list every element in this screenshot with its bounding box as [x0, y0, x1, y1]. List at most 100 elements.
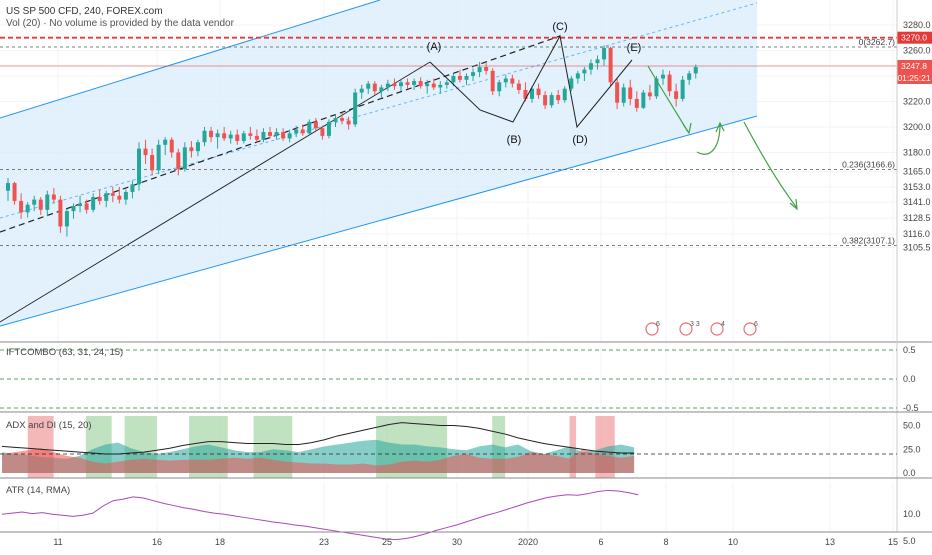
- candle-body: [6, 183, 10, 191]
- candle-body: [58, 199, 63, 227]
- candle-body: [353, 92, 358, 125]
- candle-body: [137, 148, 141, 185]
- time-axis: 11 16 18 23 25 30 2020 6 8 10 13 15: [53, 537, 898, 547]
- candle-body: [503, 78, 508, 83]
- x-tick-label: 6: [598, 537, 603, 547]
- dashed-trend-line: [0, 35, 561, 233]
- candle-body: [195, 142, 200, 152]
- x-tick-label: 10: [728, 537, 738, 547]
- elliott-wave-path: [429, 34, 633, 129]
- candle-body: [569, 78, 574, 89]
- y-tick-label: 3180.0: [903, 147, 931, 157]
- price-pane: 3280.03260.03240.03220.03200.03180.03165…: [0, 0, 932, 532]
- trend-channel-fill: [0, 0, 757, 326]
- candle-body: [150, 154, 155, 171]
- y-tick-label: 3153.0: [903, 182, 931, 192]
- ift-tick-label: 0.0: [903, 374, 916, 384]
- candle-body: [25, 204, 30, 213]
- candle-body: [333, 118, 338, 122]
- event-badge: [743, 322, 757, 336]
- projection-arrowhead: [682, 122, 692, 135]
- candle-body: [104, 193, 109, 201]
- candle-body: [602, 47, 607, 60]
- candle-body: [117, 195, 122, 200]
- candle-body: [575, 73, 580, 79]
- candle-body: [346, 120, 351, 125]
- candle-body: [71, 205, 76, 212]
- candle-body: [241, 133, 246, 141]
- candle-body: [340, 118, 345, 121]
- candle-body: [621, 87, 626, 103]
- wave-label: (A): [427, 41, 442, 53]
- symbol-title: US SP 500 CFD, 240, FOREX.com: [6, 6, 163, 17]
- candle-body: [91, 197, 96, 210]
- last-price-badge: [897, 60, 932, 84]
- candle-body: [497, 82, 502, 92]
- candle-body: [379, 87, 384, 92]
- solid-trend-line: [0, 61, 431, 323]
- y-tick-label: 3128.5: [903, 213, 931, 223]
- y-tick-label: 3116.0: [903, 229, 930, 239]
- fib-level-label: 0.382(3107.1): [842, 235, 895, 245]
- adx-pane: 50.0 25.0 0.0 ADX and DI (15, 20): [0, 416, 932, 479]
- candle-body: [484, 67, 489, 71]
- resistance-badge: [897, 31, 932, 44]
- y-tick-label: 3220.0: [903, 96, 931, 106]
- candle-body: [156, 144, 161, 171]
- candle-body: [268, 132, 272, 136]
- candle-body: [163, 139, 168, 145]
- event-badge: [710, 322, 724, 336]
- candle-body: [215, 133, 220, 138]
- atr-tick-label: 5.0: [903, 536, 916, 546]
- candle-body: [536, 88, 541, 96]
- candle-body: [222, 133, 227, 139]
- candle-body: [261, 132, 266, 140]
- x-tick-label: 13: [825, 537, 835, 547]
- candle-body: [490, 70, 495, 92]
- fib-level-label: 0(3262.7): [859, 37, 896, 47]
- x-tick-label: 25: [382, 537, 392, 547]
- candle-body: [471, 72, 476, 76]
- atr-title: ATR (14, RMA): [6, 485, 70, 496]
- candle-body: [418, 81, 423, 87]
- event-badge: [645, 322, 659, 336]
- last-price-label: 3247.8: [901, 61, 927, 71]
- candle-body: [647, 92, 652, 97]
- candle-body: [64, 211, 69, 227]
- candle-body: [562, 88, 567, 101]
- candle-body: [294, 129, 299, 134]
- candle-body: [516, 83, 521, 90]
- candle-body: [32, 199, 37, 205]
- candle-body: [143, 148, 148, 155]
- candle-body: [392, 83, 397, 87]
- x-tick-label: 23: [319, 537, 329, 547]
- y-tick-label: 3105.5: [903, 242, 931, 252]
- candle-body: [457, 75, 462, 80]
- fib-level-label: 0.236(3166.6): [842, 160, 895, 170]
- x-tick-label: 30: [452, 537, 462, 547]
- candle-body: [182, 147, 187, 170]
- atr-line: [1, 489, 639, 541]
- candle-body: [510, 78, 515, 84]
- candle-body: [451, 75, 456, 83]
- projection-arrow: [696, 123, 721, 155]
- candle-body: [687, 73, 692, 80]
- candle-body: [543, 95, 548, 106]
- candle-body: [595, 59, 600, 64]
- candle-body: [130, 184, 135, 192]
- candle-body: [38, 199, 43, 210]
- candle-body: [608, 47, 613, 83]
- candle-body: [634, 98, 639, 108]
- atr-pane: 10.0 5.0 ATR (14, RMA): [0, 482, 932, 546]
- candle-body: [444, 82, 449, 85]
- x-tick-label: 2020: [518, 537, 538, 547]
- candle-body: [372, 83, 377, 92]
- candle-body: [477, 67, 482, 73]
- event-badge-count: 3 3: [690, 321, 700, 328]
- y-tick-label: 3200.0: [903, 122, 931, 132]
- adx-tick-label: 0.0: [903, 468, 916, 478]
- y-tick-label: 3141.0: [903, 197, 931, 207]
- candle-body: [582, 69, 587, 74]
- event-badge: [679, 322, 693, 336]
